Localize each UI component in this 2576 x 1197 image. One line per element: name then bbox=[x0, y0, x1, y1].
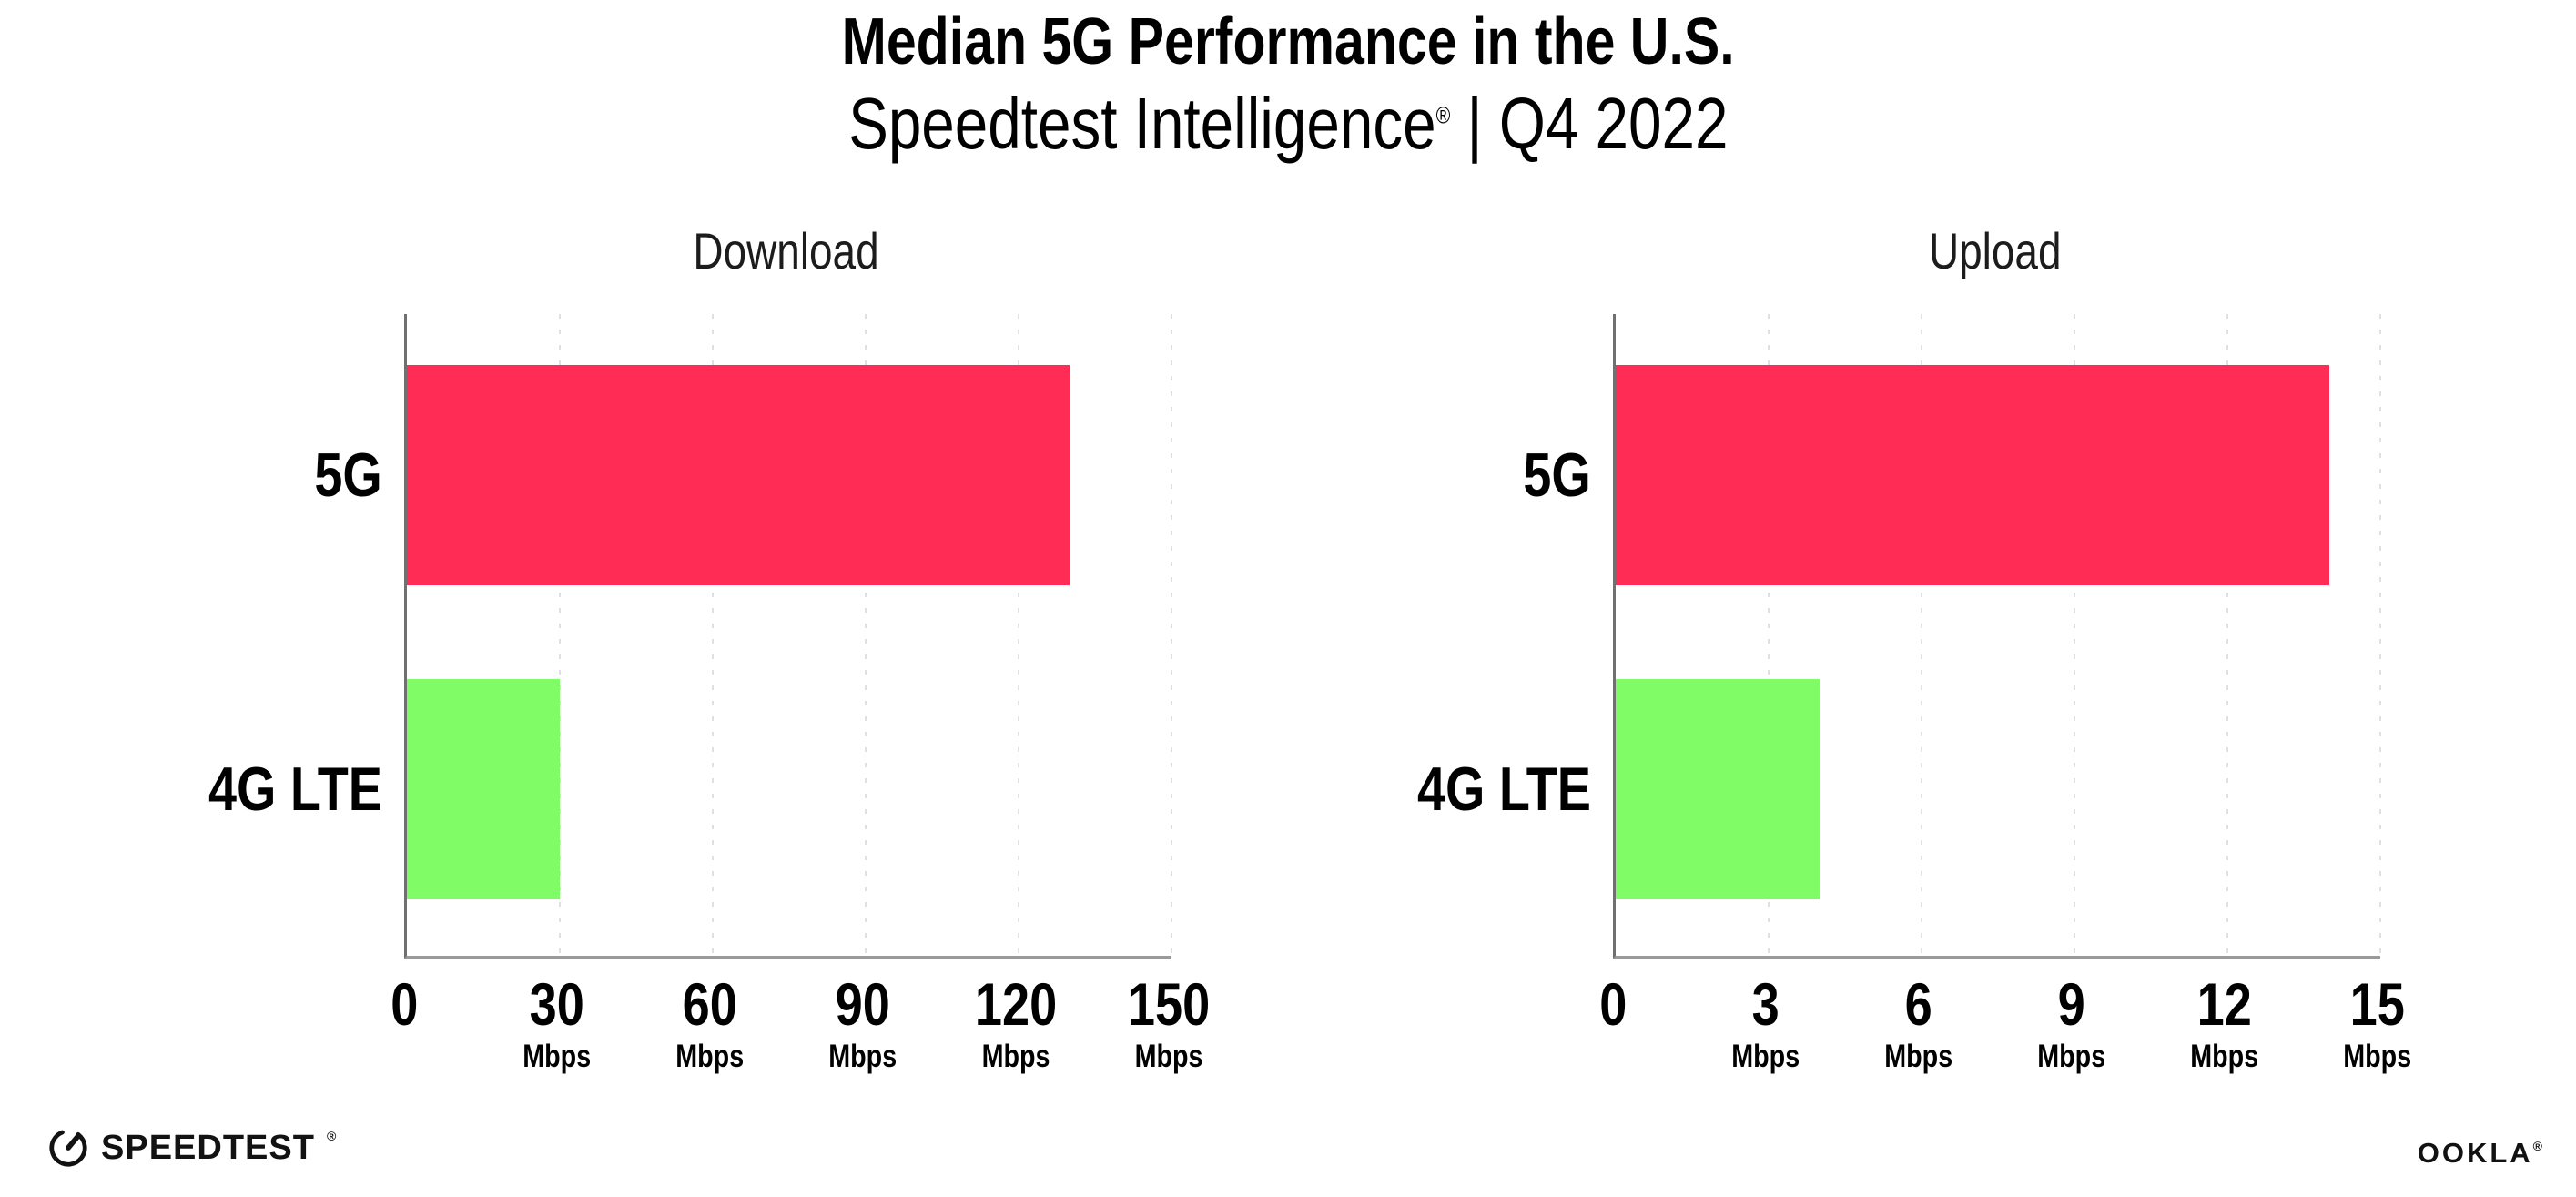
category-label-row: 4G LTE bbox=[0, 747, 382, 831]
x-tick-label: 15 Mbps bbox=[2344, 972, 2412, 1076]
x-tick-0: 0 bbox=[1526, 972, 1699, 1036]
gridline-30-mbps bbox=[559, 314, 561, 956]
category-label-5g: 5G bbox=[1523, 441, 1591, 510]
subtitle-period: | Q4 2022 bbox=[1466, 83, 1729, 164]
x-tick-unit: Mbps bbox=[828, 1039, 898, 1074]
x-tick-value: 6 bbox=[1904, 970, 1933, 1038]
speedometer-gauge-icon bbox=[49, 1129, 87, 1167]
page-subtitle: Speedtest Intelligence® | Q4 2022 bbox=[0, 80, 2576, 167]
subtitle-brand: Speedtest Intelligence bbox=[847, 83, 1436, 164]
gridline-120-mbps bbox=[1018, 314, 1019, 956]
x-tick-label: 0 bbox=[390, 972, 418, 1036]
x-tick-label: 120 Mbps bbox=[975, 972, 1057, 1076]
x-tick-value: 3 bbox=[1751, 970, 1780, 1038]
category-label-row: 4G LTE bbox=[1209, 747, 1591, 831]
x-tick-9: 9 Mbps bbox=[1985, 972, 2158, 1076]
gridline-15-mbps bbox=[2379, 314, 2381, 956]
x-tick-12: 12 Mbps bbox=[2138, 972, 2311, 1076]
download-chart-title-text: Download bbox=[693, 222, 880, 279]
x-tick-unit: Mbps bbox=[2190, 1039, 2259, 1074]
upload-chart-title-text: Upload bbox=[1929, 222, 2062, 279]
x-tick-value: 60 bbox=[682, 970, 738, 1038]
gridline-3-mbps bbox=[1768, 314, 1770, 956]
x-tick-label: 9 Mbps bbox=[2038, 972, 2106, 1076]
x-tick-label: 60 Mbps bbox=[676, 972, 745, 1076]
page-title: Median 5G Performance in the U.S. bbox=[0, 4, 2576, 80]
x-tick-3: 3 Mbps bbox=[1679, 972, 1852, 1076]
x-tick-unit: Mbps bbox=[2037, 1039, 2106, 1074]
download-plot-area bbox=[404, 314, 1172, 959]
speedtest-logo: SPEEDTEST ® bbox=[47, 1127, 336, 1169]
x-tick-value: 120 bbox=[974, 970, 1058, 1038]
bar-4g-lte bbox=[407, 679, 560, 899]
x-tick-value: 30 bbox=[529, 970, 585, 1038]
registered-trademark-icon: ® bbox=[1435, 101, 1451, 129]
ookla-wordmark: OOKLA bbox=[2417, 1137, 2533, 1169]
x-tick-label: 30 Mbps bbox=[523, 972, 592, 1076]
upload-x-axis: 0 3 Mbps 6 Mbps 9 Mbps 12 Mbps 15 Mbps bbox=[1599, 972, 2412, 1177]
x-tick-value: 0 bbox=[1598, 970, 1628, 1038]
speedtest-wordmark: SPEEDTEST bbox=[101, 1129, 315, 1167]
download-chart-title: Download bbox=[404, 222, 1169, 280]
x-tick-value: 90 bbox=[835, 970, 891, 1038]
ookla-registered-mark: ® bbox=[2532, 1139, 2545, 1153]
gridline-60-mbps bbox=[712, 314, 714, 956]
bar-4g-lte bbox=[1616, 679, 1820, 899]
download-x-axis: 0 30 Mbps 60 Mbps 90 Mbps 120 Mbps 150 Mbps bbox=[390, 972, 1210, 1177]
x-tick-label: 3 Mbps bbox=[1732, 972, 1800, 1076]
upload-chart: Upload 0 3 Mbps 6 Mbps 9 Mbps 12 Mbps 15 Mbps 5G 4G… bbox=[1373, 209, 2429, 1183]
x-tick-120: 120 Mbps bbox=[929, 972, 1102, 1076]
category-label-4g-lte: 4G LTE bbox=[208, 755, 382, 824]
x-tick-label: 90 Mbps bbox=[829, 972, 898, 1076]
page-subtitle-text: Speedtest Intelligence® | Q4 2022 bbox=[848, 80, 1728, 167]
gridline-6-mbps bbox=[1921, 314, 1922, 956]
bar-5g bbox=[407, 365, 1070, 585]
category-label-5g: 5G bbox=[314, 441, 382, 510]
x-tick-value: 150 bbox=[1127, 970, 1211, 1038]
x-tick-unit: Mbps bbox=[1884, 1039, 1953, 1074]
gridline-90-mbps bbox=[865, 314, 867, 956]
x-tick-0: 0 bbox=[318, 972, 491, 1036]
x-tick-6: 6 Mbps bbox=[1832, 972, 2005, 1076]
x-tick-150: 150 Mbps bbox=[1082, 972, 1255, 1076]
x-tick-unit: Mbps bbox=[1731, 1039, 1800, 1074]
x-tick-unit: Mbps bbox=[675, 1039, 745, 1074]
speedtest-registered-mark: ® bbox=[326, 1129, 337, 1143]
ookla-logo: OOKLA® bbox=[2418, 1136, 2545, 1175]
x-tick-30: 30 Mbps bbox=[471, 972, 644, 1076]
x-tick-value: 0 bbox=[390, 970, 419, 1038]
x-tick-15: 15 Mbps bbox=[2291, 972, 2464, 1076]
x-tick-unit: Mbps bbox=[2343, 1039, 2412, 1074]
upload-chart-title: Upload bbox=[1613, 222, 2378, 280]
x-tick-60: 60 Mbps bbox=[624, 972, 796, 1076]
page-title-text: Median 5G Performance in the U.S. bbox=[841, 5, 1735, 78]
x-tick-90: 90 Mbps bbox=[776, 972, 949, 1076]
category-label-row: 5G bbox=[1209, 433, 1591, 517]
x-tick-value: 12 bbox=[2196, 970, 2253, 1038]
category-label-row: 5G bbox=[0, 433, 382, 517]
x-tick-value: 9 bbox=[2057, 970, 2086, 1038]
x-tick-label: 6 Mbps bbox=[1885, 972, 1953, 1076]
x-tick-unit: Mbps bbox=[1134, 1039, 1203, 1074]
x-tick-label: 0 bbox=[1599, 972, 1627, 1036]
x-tick-unit: Mbps bbox=[981, 1039, 1050, 1074]
gridline-150-mbps bbox=[1171, 314, 1172, 956]
bar-5g bbox=[1616, 365, 2329, 585]
upload-plot-area bbox=[1613, 314, 2381, 959]
x-tick-label: 12 Mbps bbox=[2191, 972, 2259, 1076]
x-tick-unit: Mbps bbox=[522, 1039, 592, 1074]
x-tick-value: 15 bbox=[2349, 970, 2406, 1038]
category-label-4g-lte: 4G LTE bbox=[1416, 755, 1591, 824]
download-chart: Download 0 30 Mbps 60 Mbps 90 Mbps 120 Mbps 150 Mb… bbox=[164, 209, 1220, 1183]
gridline-9-mbps bbox=[2074, 314, 2075, 956]
x-tick-label: 150 Mbps bbox=[1128, 972, 1210, 1076]
gridline-12-mbps bbox=[2226, 314, 2228, 956]
